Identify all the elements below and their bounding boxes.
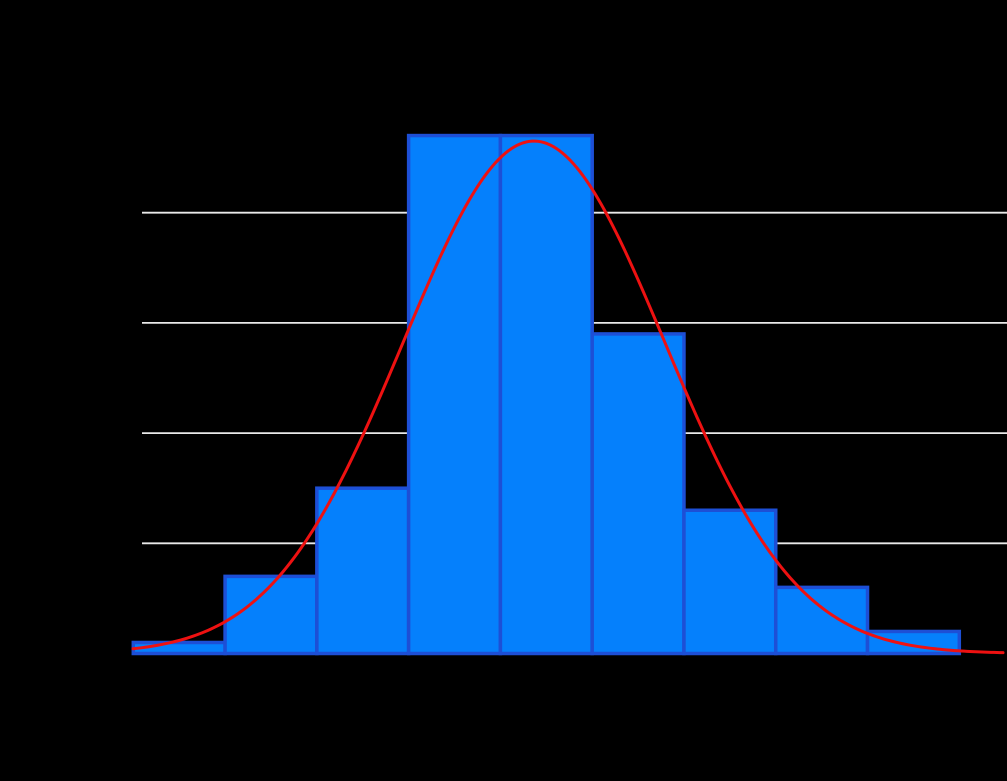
histogram-bar	[406, 133, 503, 656]
histogram-bar	[773, 585, 870, 656]
histogram-bar	[682, 508, 778, 656]
histogram-bar	[498, 133, 594, 656]
histogram-bar	[315, 486, 411, 656]
normal-curve-path	[131, 139, 1005, 655]
histogram-bar	[590, 332, 686, 656]
normal-fit-curve	[131, 139, 1005, 655]
histogram-bar	[223, 574, 319, 656]
histogram-bars	[131, 133, 962, 656]
